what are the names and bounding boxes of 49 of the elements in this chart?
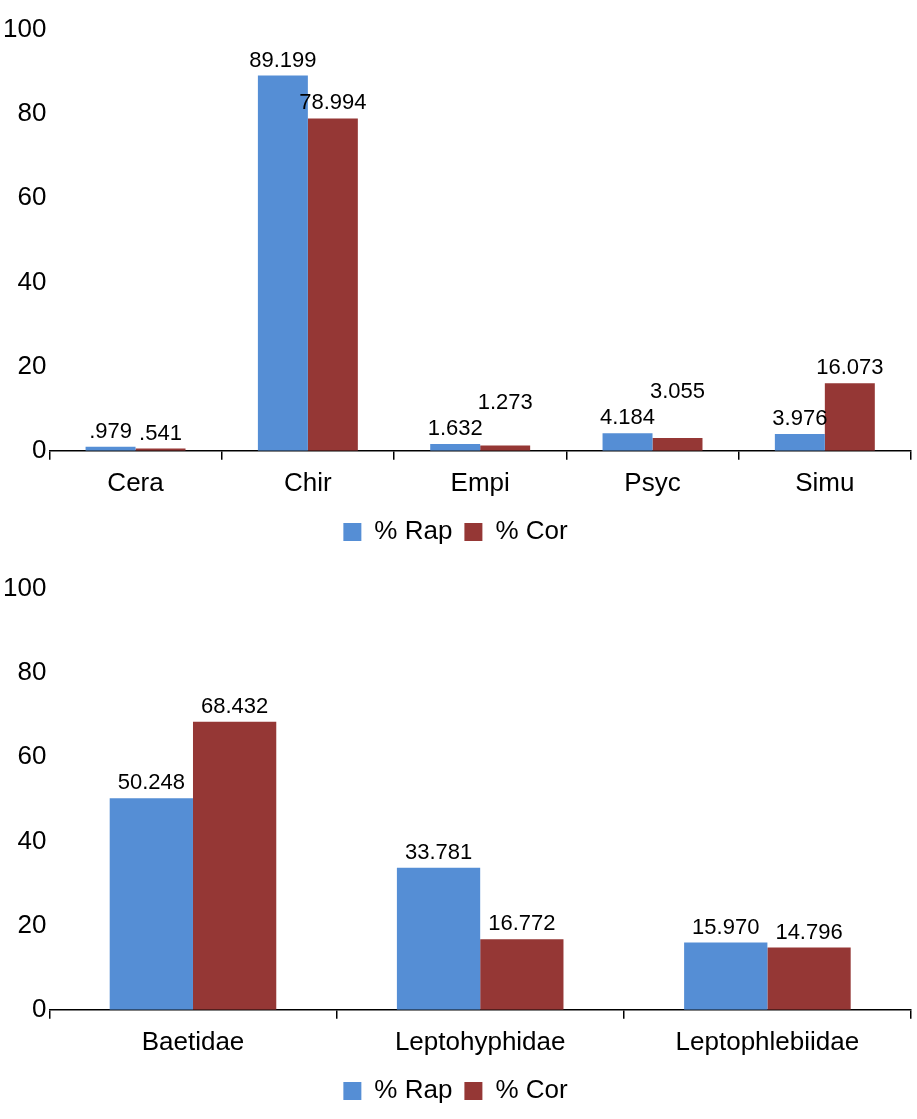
bar	[192, 721, 277, 1010]
x-tick-label: Cera	[107, 466, 165, 497]
bar	[774, 434, 825, 451]
data-label: 14.796	[775, 918, 843, 944]
legend-label: % Rap	[374, 515, 453, 546]
y-tick-label: 0	[31, 992, 47, 1023]
y-tick-label: 0	[31, 433, 47, 464]
legend-label: % Cor	[495, 1074, 568, 1105]
data-label: 4.184	[600, 404, 656, 430]
data-label: 3.055	[649, 378, 706, 404]
y-tick-label: 100	[2, 572, 47, 603]
data-label: 68.432	[200, 692, 269, 718]
x-tick-label: Baetidae	[141, 1025, 245, 1056]
data-label: 16.772	[488, 910, 556, 936]
bar	[767, 947, 851, 1010]
bar	[602, 433, 653, 451]
y-tick-label: 60	[17, 181, 47, 212]
y-tick-label: 20	[17, 908, 47, 939]
y-tick-label: 80	[17, 656, 47, 687]
y-tick-label: 40	[17, 265, 47, 296]
bar	[307, 118, 358, 451]
legend-label: % Cor	[495, 515, 568, 546]
x-tick-label: Simu	[795, 466, 855, 497]
bar	[480, 445, 531, 451]
legend-label: % Rap	[374, 1074, 453, 1105]
data-label: 1.273	[477, 389, 533, 414]
data-label: .541	[139, 419, 182, 445]
bar	[109, 798, 193, 1010]
data-label: 15.970	[692, 913, 760, 939]
data-label: 89.199	[249, 46, 317, 72]
bar	[652, 437, 703, 451]
data-label: 16.073	[816, 354, 884, 380]
data-label: .979	[89, 417, 132, 443]
bar	[396, 867, 481, 1010]
x-tick-label: Chir	[284, 466, 333, 497]
y-tick-label: 60	[17, 740, 47, 771]
y-tick-label: 100	[2, 13, 47, 44]
data-label: 33.781	[404, 838, 473, 864]
bar	[480, 939, 564, 1010]
bar	[684, 942, 768, 1010]
x-tick-label: Psyc	[624, 466, 681, 497]
data-label: 50.248	[117, 769, 185, 795]
y-tick-label: 20	[17, 349, 47, 380]
x-tick-label: Leptophlebiidae	[675, 1025, 860, 1056]
data-label: 1.632	[427, 415, 483, 440]
y-tick-label: 40	[17, 824, 47, 855]
x-tick-label: Leptohyphidae	[394, 1025, 566, 1056]
y-tick-label: 80	[17, 97, 47, 128]
x-tick-label: Empi	[450, 466, 510, 497]
